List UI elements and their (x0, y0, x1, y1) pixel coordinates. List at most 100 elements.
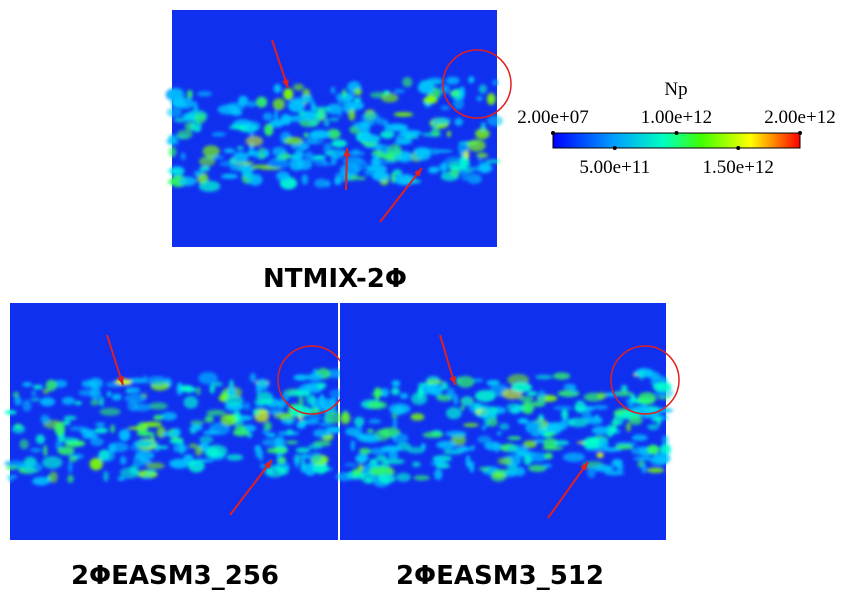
contour-blob (392, 417, 397, 430)
contour-blob (366, 477, 372, 483)
contour-blob (42, 456, 63, 469)
arrow-head (282, 79, 289, 88)
contour-blob (637, 392, 657, 405)
contour-blob (363, 122, 376, 126)
contour-blob (478, 162, 492, 174)
contour-blob (431, 127, 440, 137)
contour-blob (329, 117, 340, 121)
contour-blob (284, 136, 303, 145)
contour-blob (337, 95, 352, 105)
contour-blob (460, 169, 469, 181)
contour-blob (356, 176, 366, 180)
contour-blob (189, 121, 202, 132)
contour-blob (630, 446, 650, 456)
contour-blob (133, 439, 155, 448)
contour-blob (374, 388, 380, 401)
contour-blob (436, 440, 456, 450)
contour-blob (267, 157, 289, 170)
contour-blob (189, 420, 205, 426)
contour-blob (35, 434, 45, 445)
contour-blob (166, 107, 182, 118)
contour-blob (486, 115, 504, 127)
contour-blob (448, 165, 468, 170)
contour-blob (117, 476, 126, 481)
contour-blob (263, 148, 270, 158)
highlight-circle (610, 345, 680, 415)
contour-blob (563, 383, 577, 390)
contour-blob (562, 452, 585, 462)
colorbar-tick-label: 1.50e+12 (703, 157, 774, 178)
contour-blob (352, 469, 362, 476)
contour-blob (459, 86, 465, 100)
contour-blob (14, 396, 22, 406)
contour-blob (243, 402, 251, 411)
colorbar-tick-label: 2.00e+07 (517, 107, 588, 128)
contour-blob (198, 156, 216, 167)
contour-blob (276, 399, 287, 409)
contour-blob (293, 374, 309, 381)
contour-blob (68, 455, 78, 463)
contour-blob (552, 372, 571, 380)
contour-blob (631, 434, 648, 442)
contour-blob (453, 97, 465, 110)
contour-blob (22, 382, 33, 387)
contour-blob (651, 417, 663, 422)
contour-blob (209, 384, 216, 394)
contour-blob (659, 443, 672, 456)
contour-blob (224, 395, 244, 406)
contour-blob (391, 379, 401, 387)
contour-blob (380, 388, 390, 397)
contour-blob (528, 464, 547, 472)
contour-blob (621, 384, 628, 393)
contour-blob (629, 415, 643, 426)
contour-blob (450, 433, 467, 446)
contour-blob (378, 160, 397, 164)
contour-blob (339, 412, 351, 425)
contour-blob (455, 446, 475, 452)
contour-blob (228, 386, 236, 398)
panel-label: 2ΦEASM3_512 (396, 561, 604, 591)
contour-blob (245, 135, 264, 147)
contour-blob (160, 411, 178, 421)
contour-blob (264, 123, 274, 136)
contour-blob (355, 423, 363, 436)
contour-blob (60, 437, 79, 444)
contour-blob (119, 456, 127, 465)
contour-blob (247, 173, 263, 186)
contour-blob (518, 395, 534, 403)
contour-blob (39, 397, 55, 407)
contour-blob (348, 101, 364, 110)
contour-blob (220, 413, 237, 426)
contour-blob (118, 429, 131, 442)
contour-blob (67, 474, 74, 484)
contour-blob (229, 164, 248, 172)
contour-blob (285, 440, 299, 445)
contour-blob (574, 400, 586, 414)
contour-blob (474, 389, 496, 402)
contour-blob (145, 469, 156, 474)
contour-blob (468, 76, 475, 84)
contour-blob (463, 423, 479, 427)
contour-blob (49, 471, 58, 483)
contour-blob (553, 405, 573, 411)
arrow-head (264, 460, 272, 469)
contour-blob (445, 76, 460, 85)
contour-blob (103, 470, 109, 482)
contour-blob (507, 409, 523, 413)
contour-blob (426, 380, 444, 384)
contour-blob (202, 430, 219, 435)
contour-blob (276, 171, 290, 182)
contour-blob (627, 399, 634, 408)
contour-blob (226, 102, 246, 110)
contour-blob (67, 461, 73, 473)
contour-blob (308, 451, 323, 463)
contour-blob (127, 426, 148, 430)
contour-blob (486, 93, 496, 105)
contour-blob (229, 379, 234, 389)
contour-blob (499, 422, 510, 431)
contour-blob (318, 422, 332, 427)
contour-blob (249, 373, 257, 383)
contour-blob (553, 440, 570, 446)
contour-blob (199, 435, 214, 444)
contour-blob (180, 152, 186, 161)
